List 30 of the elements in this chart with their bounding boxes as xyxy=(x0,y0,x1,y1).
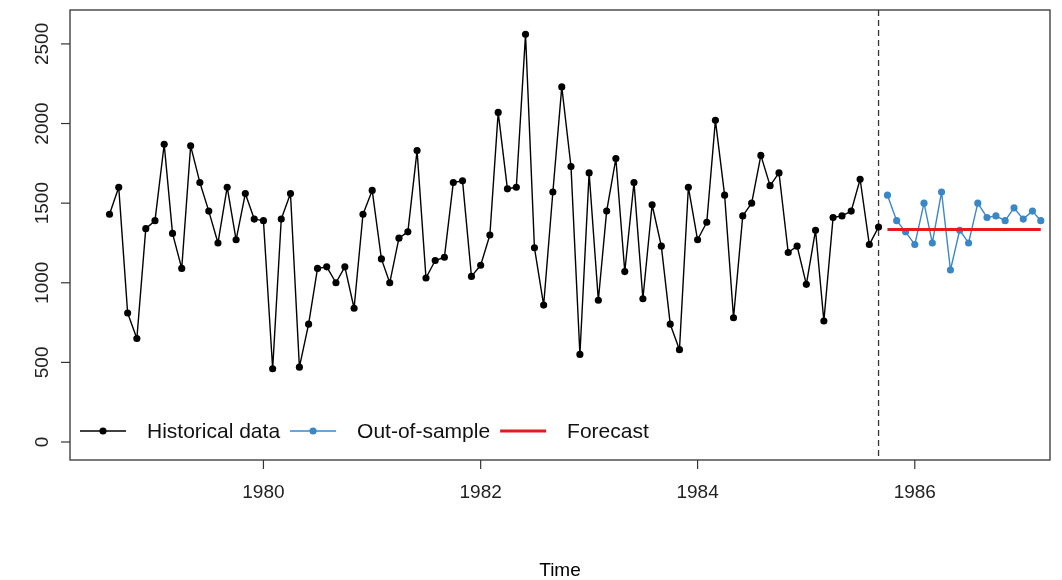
point xyxy=(937,188,946,196)
x-tick-label: 1986 xyxy=(893,481,936,502)
point xyxy=(1001,217,1009,225)
point xyxy=(920,199,928,207)
point xyxy=(1010,204,1018,212)
point xyxy=(911,240,919,249)
point xyxy=(974,199,982,207)
x-axis-title: Time xyxy=(539,559,581,580)
point xyxy=(893,217,901,225)
x-tick-label: 1984 xyxy=(676,481,720,502)
y-tick-label: 500 xyxy=(31,346,52,379)
point xyxy=(983,213,991,222)
y-tick-label: 2000 xyxy=(31,102,52,145)
y-tick-label: 1500 xyxy=(31,182,52,225)
legend-label: Historical data xyxy=(147,419,281,442)
point xyxy=(883,191,892,199)
point xyxy=(1028,207,1037,215)
point xyxy=(992,212,1000,220)
point xyxy=(946,266,955,274)
y-tick-label: 2500 xyxy=(31,22,52,66)
y-tick-label: 0 xyxy=(31,436,52,448)
legend-label: Out-of-sample xyxy=(357,419,491,442)
point xyxy=(965,239,973,247)
point xyxy=(928,239,936,247)
y-tick-label: 1000 xyxy=(31,261,52,304)
point xyxy=(1019,215,1027,223)
point xyxy=(1037,217,1045,225)
x-tick-label: 1982 xyxy=(459,481,502,502)
legend-label: Forecast xyxy=(567,419,649,442)
x-tick-label: 1980 xyxy=(242,481,285,502)
